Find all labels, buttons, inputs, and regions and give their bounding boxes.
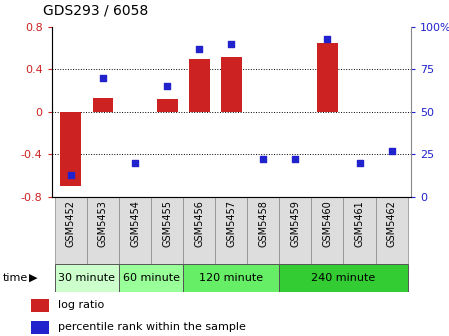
Text: GSM5460: GSM5460 (322, 200, 332, 247)
Bar (279, 197, 312, 264)
Text: GSM5453: GSM5453 (98, 200, 108, 247)
Point (228, 41, 235, 46)
Text: GSM5459: GSM5459 (291, 200, 300, 247)
Bar (31, 299, 49, 312)
Text: GSM5455: GSM5455 (162, 200, 172, 247)
Bar (31, 321, 49, 334)
Text: GSM5461: GSM5461 (355, 200, 365, 247)
Point (356, 160, 363, 165)
Point (196, 46, 203, 52)
Bar (92, 98, 113, 112)
Point (260, 157, 267, 162)
Bar (87, 197, 119, 264)
Bar (215, 197, 247, 264)
Bar (183, 264, 279, 292)
Text: percentile rank within the sample: percentile rank within the sample (58, 322, 246, 332)
Bar (343, 197, 375, 264)
Bar (55, 264, 119, 292)
Bar (221, 56, 242, 112)
Text: GSM5456: GSM5456 (194, 200, 204, 247)
Point (388, 148, 395, 154)
Bar (247, 197, 279, 264)
Text: 30 minute: 30 minute (58, 273, 115, 283)
Bar (312, 197, 343, 264)
Bar (61, 112, 81, 186)
Bar (119, 264, 183, 292)
Text: 60 minute: 60 minute (123, 273, 180, 283)
Text: 120 minute: 120 minute (199, 273, 263, 283)
Text: 240 minute: 240 minute (311, 273, 376, 283)
Point (163, 84, 171, 89)
Bar (189, 59, 210, 112)
Bar (119, 197, 151, 264)
Point (292, 157, 299, 162)
Text: log ratio: log ratio (58, 300, 105, 310)
Point (67, 172, 75, 177)
Text: time: time (2, 273, 27, 283)
Point (99, 75, 106, 81)
Text: GDS293 / 6058: GDS293 / 6058 (43, 3, 148, 17)
Bar (55, 197, 87, 264)
Text: GSM5462: GSM5462 (387, 200, 396, 247)
Text: GSM5458: GSM5458 (258, 200, 269, 247)
Bar (375, 197, 408, 264)
Bar (151, 197, 183, 264)
Point (132, 160, 139, 165)
Bar (157, 99, 177, 112)
Text: GSM5454: GSM5454 (130, 200, 140, 247)
Bar (279, 264, 408, 292)
Text: GSM5452: GSM5452 (66, 200, 76, 247)
Text: ▶: ▶ (29, 273, 38, 283)
Point (324, 36, 331, 41)
Bar (183, 197, 215, 264)
Bar (317, 43, 338, 112)
Text: GSM5457: GSM5457 (226, 200, 236, 247)
